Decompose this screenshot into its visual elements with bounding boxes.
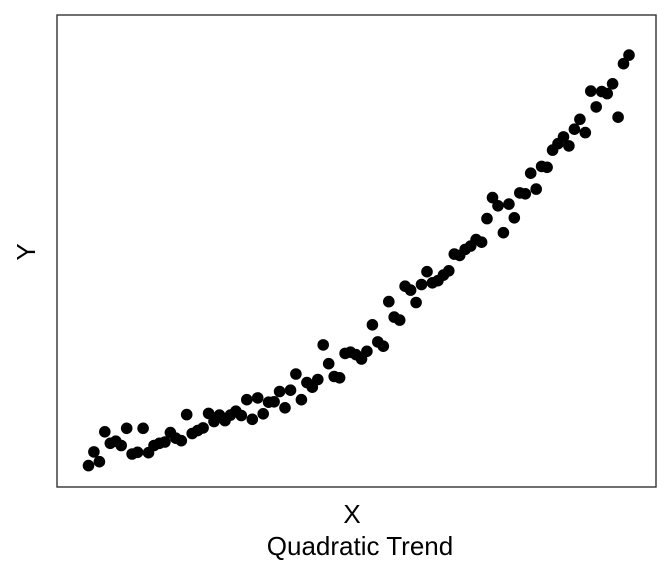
data-point [601, 87, 613, 100]
data-point [120, 422, 133, 435]
data-point [241, 393, 253, 406]
data-point [131, 446, 144, 459]
data-point [519, 188, 532, 200]
data-point [415, 278, 428, 291]
data-point [175, 434, 188, 447]
data-point [585, 85, 597, 97]
data-point [443, 265, 455, 277]
data-point [366, 319, 379, 331]
plot-frame [56, 14, 657, 488]
data-point [574, 113, 586, 126]
data-point [197, 422, 209, 434]
data-point [541, 161, 553, 174]
data-point [99, 426, 111, 438]
data-point [273, 385, 286, 398]
data-point [377, 340, 390, 353]
data-point [115, 439, 127, 452]
data-point [159, 436, 171, 448]
data-point [524, 167, 537, 179]
data-point [497, 226, 510, 239]
data-point [393, 314, 406, 326]
chart-caption: Quadratic Trend [267, 531, 453, 561]
data-point [508, 212, 521, 224]
data-point [383, 295, 395, 308]
data-point [612, 111, 624, 123]
data-point [82, 459, 95, 472]
data-point [290, 368, 302, 380]
data-point [322, 357, 335, 370]
data-point [410, 296, 422, 309]
data-point [268, 396, 280, 408]
data-point [137, 422, 149, 435]
data-point [295, 393, 308, 406]
data-point [475, 236, 488, 248]
data-point [486, 191, 499, 204]
data-point [492, 200, 504, 212]
data-point [421, 265, 433, 278]
data-point [590, 101, 602, 113]
data-point [88, 446, 100, 458]
data-point [279, 402, 291, 414]
data-point [246, 413, 259, 426]
data-point [503, 198, 515, 210]
data-point [563, 140, 575, 152]
data-point [557, 131, 570, 143]
data-point [257, 408, 270, 420]
data-point [312, 373, 324, 386]
data-point [180, 408, 193, 421]
data-point [530, 183, 542, 195]
x-axis-label: X [343, 499, 360, 529]
data-point [623, 49, 635, 61]
data-point [333, 372, 346, 384]
points-layer [82, 49, 635, 472]
data-point [579, 126, 592, 139]
data-point [317, 339, 330, 351]
data-point [404, 284, 417, 296]
data-point [284, 384, 297, 397]
data-point [251, 392, 264, 404]
y-axis-label: Y [11, 243, 41, 260]
data-point [93, 455, 106, 468]
data-point [568, 123, 581, 135]
data-point [617, 57, 630, 70]
data-point [481, 212, 493, 225]
data-point [606, 78, 619, 90]
data-point [235, 409, 248, 422]
data-point [361, 345, 373, 358]
